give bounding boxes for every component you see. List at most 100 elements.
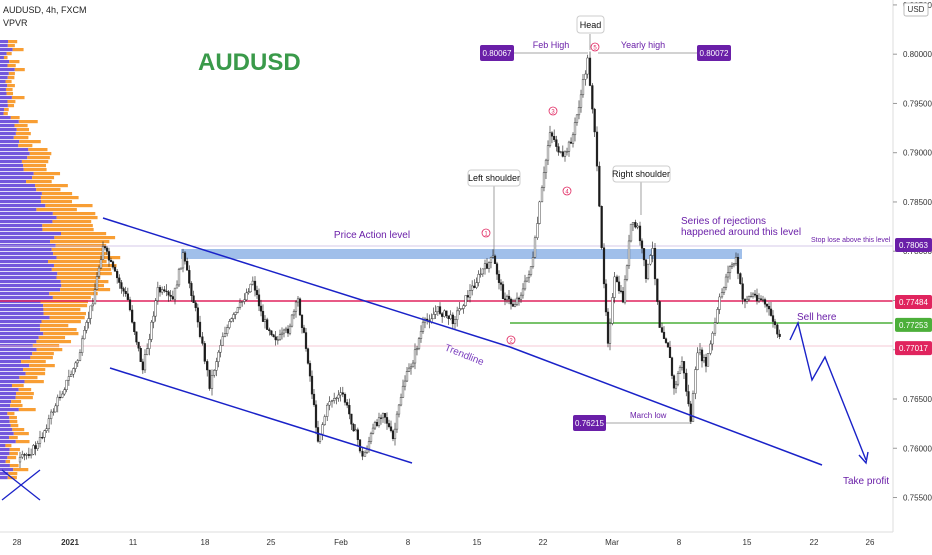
vp-bar-orange	[25, 372, 46, 376]
vp-bar-orange	[33, 172, 61, 176]
currency-badge: USD	[908, 5, 925, 14]
vp-bar-orange	[15, 132, 31, 136]
vp-bar-blue	[0, 428, 13, 432]
candle-body	[451, 314, 454, 325]
candle-body	[395, 413, 399, 430]
candle-body	[219, 345, 222, 353]
vp-bar-blue	[0, 452, 10, 456]
vp-bar-blue	[0, 448, 10, 452]
x-tick-label: 22	[539, 538, 548, 547]
candle-body	[445, 310, 448, 316]
vp-bar-blue	[0, 188, 37, 192]
candle-body	[27, 454, 30, 456]
vp-bar-blue	[0, 468, 14, 472]
candle-body	[99, 259, 103, 269]
vp-bar-blue	[0, 472, 9, 476]
candle-body	[171, 296, 174, 300]
candle-body	[43, 430, 46, 438]
x-tick-label: 22	[810, 538, 819, 547]
candle-body	[326, 404, 329, 417]
candle-body	[555, 139, 558, 147]
vp-bar-orange	[36, 340, 72, 344]
candle-body	[186, 261, 189, 271]
candle-body	[339, 392, 342, 396]
vp-bar-orange	[30, 356, 53, 360]
candlestick-series	[18, 51, 781, 468]
vp-bar-orange	[54, 236, 116, 240]
candle-body	[177, 268, 181, 286]
rejections-label-line2: happened around this level	[681, 227, 801, 238]
trendline	[509, 346, 823, 466]
candle-body	[126, 293, 129, 300]
candle-body	[443, 310, 446, 317]
price-labels: 0.78063 0.77484 0.77253 0.77017	[895, 238, 932, 356]
candle-body	[550, 132, 554, 137]
vp-bar-blue	[0, 152, 30, 156]
candle-body	[646, 263, 650, 279]
candle-body	[497, 274, 501, 283]
vp-bar-blue	[0, 476, 8, 480]
candle-body	[527, 274, 531, 279]
candle-body	[759, 298, 763, 300]
vp-bar-orange	[7, 456, 17, 460]
svg-text:3: 3	[551, 110, 555, 116]
candle-body	[139, 348, 142, 362]
candle-body	[393, 428, 397, 440]
vp-bar-blue	[0, 144, 19, 148]
vp-bar-blue	[0, 248, 52, 252]
vp-bar-blue	[0, 112, 4, 116]
feb-high-value: 0.80067	[483, 49, 512, 58]
vp-bar-blue	[0, 416, 10, 420]
candle-body	[593, 108, 596, 133]
candle-body	[259, 305, 263, 312]
vp-bar-orange	[45, 204, 93, 208]
candle-body	[468, 290, 472, 298]
candle-body	[778, 333, 781, 337]
vp-bar-blue	[0, 464, 10, 468]
candle-body	[477, 274, 480, 283]
candle-body	[565, 151, 569, 153]
candle-body	[689, 403, 692, 422]
candle-body	[274, 336, 277, 341]
vp-bar-blue	[0, 352, 33, 356]
vp-bar-orange	[10, 116, 20, 120]
candle-body	[438, 306, 442, 314]
candle-body	[208, 369, 211, 389]
vp-bar-blue	[0, 76, 8, 80]
right-shoulder-box	[612, 165, 671, 183]
candle-body	[363, 452, 367, 457]
vp-bar-orange	[24, 380, 44, 384]
y-tick-label: 0.76500	[903, 395, 932, 404]
candle-body	[726, 272, 730, 278]
candle-body	[493, 255, 497, 264]
vp-bar-orange	[52, 220, 92, 224]
vp-bar-blue	[0, 456, 8, 460]
yearly-high-value: 0.80072	[700, 49, 729, 58]
candle-body	[546, 145, 550, 161]
candle-body	[105, 247, 109, 252]
candle-body	[608, 323, 612, 344]
candle-body	[343, 394, 347, 403]
candle-body	[165, 290, 168, 293]
vp-bar-blue	[0, 372, 26, 376]
candle-body	[346, 402, 349, 406]
symbol-label: AUDUSD, 4h, FXCM	[3, 5, 87, 15]
vp-bar-orange	[9, 420, 18, 424]
candle-body	[238, 302, 242, 308]
time-axis[interactable]: 28 2021 11 18 25 Feb 8 15 22 Mar 8 15 22 26	[13, 538, 875, 547]
candle-body	[190, 283, 193, 296]
candle-body	[672, 375, 676, 389]
vp-bar-orange	[9, 448, 20, 452]
y-tick-label: 0.78500	[903, 198, 932, 207]
march-low-label: March low	[630, 411, 667, 420]
candle-body	[223, 333, 227, 337]
vp-bar-blue	[0, 288, 61, 292]
candle-body	[65, 379, 68, 390]
candle-body	[294, 301, 298, 312]
candle-body	[234, 312, 237, 315]
vp-bar-blue	[0, 376, 20, 380]
vp-bar-blue	[0, 68, 15, 72]
vp-bar-orange	[9, 416, 17, 420]
